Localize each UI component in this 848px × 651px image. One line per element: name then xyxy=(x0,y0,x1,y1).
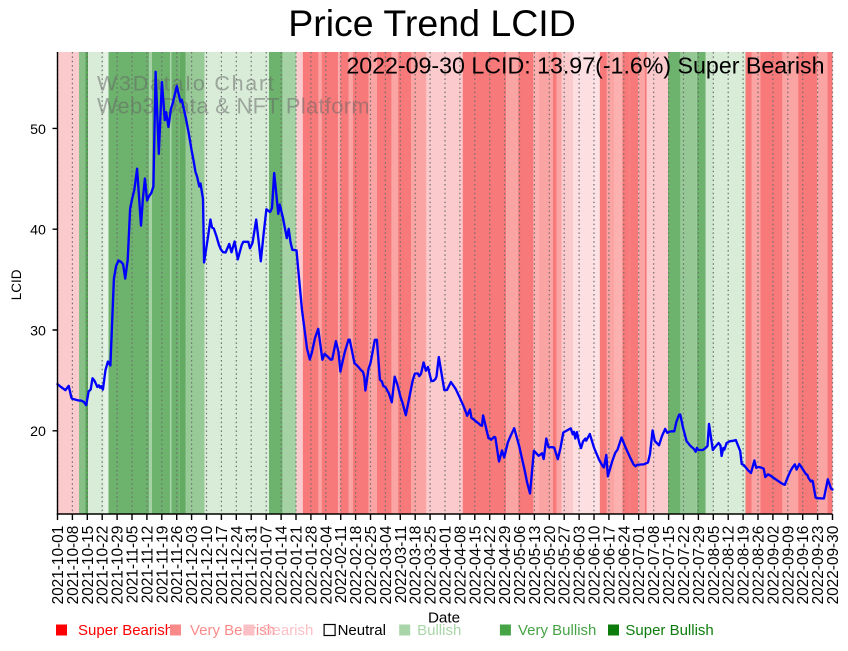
svg-text:2022-02-25: 2022-02-25 xyxy=(363,526,380,605)
svg-text:Bearish: Bearish xyxy=(263,622,314,639)
svg-text:Super Bullish: Super Bullish xyxy=(625,622,713,639)
svg-text:2022-08-12: 2022-08-12 xyxy=(721,526,738,605)
svg-text:2022-08-26: 2022-08-26 xyxy=(751,526,768,605)
svg-text:2022-05-20: 2022-05-20 xyxy=(542,526,559,605)
svg-text:2022-06-10: 2022-06-10 xyxy=(587,526,604,605)
svg-text:2022-02-04: 2022-02-04 xyxy=(318,525,335,604)
svg-text:2021-12-10: 2021-12-10 xyxy=(199,526,216,605)
svg-text:30: 30 xyxy=(30,323,46,339)
svg-text:2022-09-30 LCID: 13.97(-1.6%): 2022-09-30 LCID: 13.97(-1.6%) Super Bear… xyxy=(346,53,824,79)
svg-text:2022-09-23: 2022-09-23 xyxy=(810,526,827,605)
svg-text:2021-11-26: 2021-11-26 xyxy=(169,526,186,604)
svg-text:2021-10-22: 2021-10-22 xyxy=(95,526,112,605)
svg-text:2022-01-14: 2022-01-14 xyxy=(274,525,291,604)
svg-text:2022-01-21: 2022-01-21 xyxy=(289,526,306,605)
svg-text:2022-06-03: 2022-06-03 xyxy=(572,526,589,605)
svg-text:2022-02-11: 2022-02-11 xyxy=(333,526,350,604)
svg-text:2021-10-01: 2021-10-01 xyxy=(50,526,67,605)
svg-text:2022-07-08: 2022-07-08 xyxy=(646,526,663,605)
svg-text:2021-10-15: 2021-10-15 xyxy=(80,526,97,605)
svg-text:2022-03-18: 2022-03-18 xyxy=(408,526,425,605)
svg-text:20: 20 xyxy=(30,424,46,440)
svg-text:Web3 Data & NFT Platform: Web3 Data & NFT Platform xyxy=(97,94,370,119)
svg-text:Super Bearish: Super Bearish xyxy=(78,622,173,639)
svg-text:2022-09-16: 2022-09-16 xyxy=(795,526,812,605)
svg-text:2021-12-17: 2021-12-17 xyxy=(214,526,231,605)
svg-text:2022-05-27: 2022-05-27 xyxy=(557,526,574,605)
svg-text:2022-04-08: 2022-04-08 xyxy=(452,526,469,605)
svg-text:2022-06-24: 2022-06-24 xyxy=(616,525,633,604)
svg-text:2022-09-30: 2022-09-30 xyxy=(825,526,842,605)
svg-text:2021-12-24: 2021-12-24 xyxy=(229,525,246,604)
svg-text:2022-08-05: 2022-08-05 xyxy=(706,526,723,605)
svg-text:2022-07-15: 2022-07-15 xyxy=(661,526,678,605)
svg-text:2022-07-01: 2022-07-01 xyxy=(631,526,648,605)
svg-text:2022-01-28: 2022-01-28 xyxy=(303,526,320,605)
svg-text:2022-01-07: 2022-01-07 xyxy=(259,526,276,605)
svg-text:Very Bullish: Very Bullish xyxy=(518,622,596,639)
svg-text:2022-03-11: 2022-03-11 xyxy=(393,526,410,604)
svg-text:Price Trend LCID: Price Trend LCID xyxy=(288,2,576,44)
svg-text:Neutral: Neutral xyxy=(338,622,386,639)
svg-text:50: 50 xyxy=(30,122,46,138)
svg-text:Date: Date xyxy=(428,609,460,626)
svg-text:2022-03-25: 2022-03-25 xyxy=(423,526,440,605)
svg-text:2022-03-04: 2022-03-04 xyxy=(378,525,395,604)
svg-text:2022-04-15: 2022-04-15 xyxy=(467,526,484,605)
svg-text:2022-05-06: 2022-05-06 xyxy=(512,526,529,605)
svg-text:2021-11-05: 2021-11-05 xyxy=(125,526,142,604)
svg-text:2021-10-29: 2021-10-29 xyxy=(110,526,127,605)
svg-text:2022-06-17: 2022-06-17 xyxy=(601,526,618,605)
svg-text:Bullish: Bullish xyxy=(417,622,461,639)
svg-text:2022-09-02: 2022-09-02 xyxy=(765,526,782,605)
svg-text:W3DataIo Chart: W3DataIo Chart xyxy=(97,72,276,96)
svg-text:2022-02-18: 2022-02-18 xyxy=(348,526,365,605)
svg-text:2022-09-09: 2022-09-09 xyxy=(780,526,797,605)
svg-text:2022-08-19: 2022-08-19 xyxy=(736,526,753,605)
svg-text:40: 40 xyxy=(30,223,46,239)
svg-text:LCID: LCID xyxy=(9,269,24,300)
svg-text:2022-04-29: 2022-04-29 xyxy=(497,526,514,605)
svg-text:2022-07-29: 2022-07-29 xyxy=(691,526,708,605)
svg-text:2021-11-12: 2021-11-12 xyxy=(139,526,156,604)
svg-text:2021-11-19: 2021-11-19 xyxy=(154,526,171,604)
svg-text:2022-05-13: 2022-05-13 xyxy=(527,526,544,605)
svg-text:2022-04-01: 2022-04-01 xyxy=(438,526,455,605)
svg-text:2021-10-08: 2021-10-08 xyxy=(65,526,82,605)
svg-text:2021-12-31: 2021-12-31 xyxy=(244,526,261,605)
svg-text:2021-12-03: 2021-12-03 xyxy=(184,526,201,605)
svg-text:2022-07-22: 2022-07-22 xyxy=(676,526,693,605)
svg-text:2022-04-22: 2022-04-22 xyxy=(482,526,499,605)
